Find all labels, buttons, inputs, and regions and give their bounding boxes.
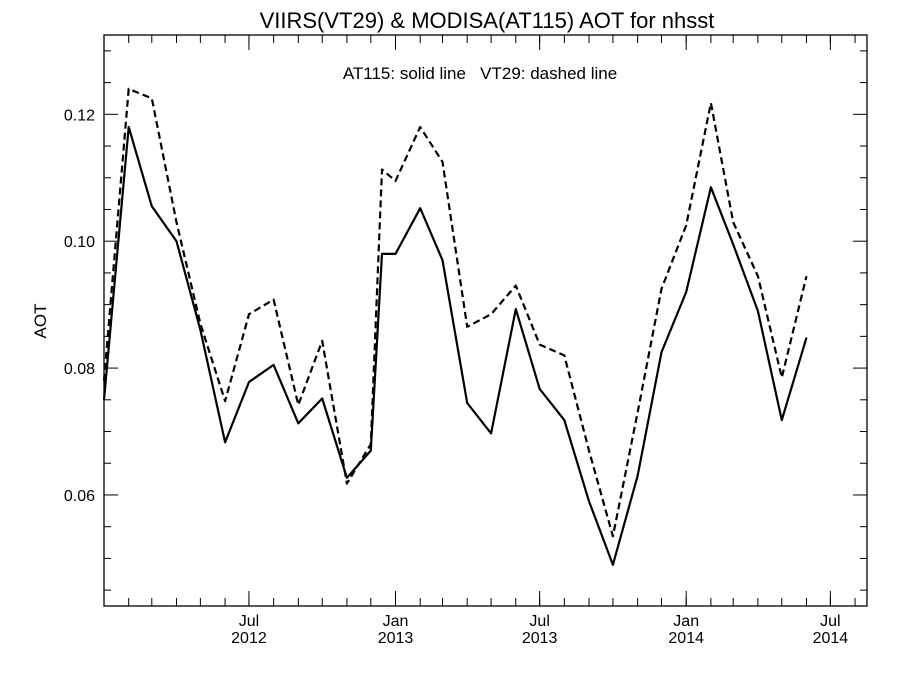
legend-annotation: AT115: solid line VT29: dashed line xyxy=(343,64,617,83)
x-tick-month-label: Jan xyxy=(383,613,409,630)
series-line-at115 xyxy=(102,125,808,566)
chart-title: VIIRS(VT29) & MODISA(AT115) AOT for nhss… xyxy=(260,8,715,33)
x-tick-year-label: 2012 xyxy=(231,630,267,647)
y-axis-label: AOT xyxy=(31,304,50,339)
x-tick-year-label: 2014 xyxy=(668,630,704,647)
y-tick-label: 0.06 xyxy=(64,488,95,505)
axis-ticks xyxy=(103,35,867,606)
y-tick-label: 0.08 xyxy=(64,361,95,378)
x-tick-month-label: Jul xyxy=(820,613,840,630)
series-lines xyxy=(102,87,808,566)
series-line-vt29 xyxy=(102,87,808,538)
x-tick-month-label: Jul xyxy=(239,613,259,630)
y-tick-labels: 0.06 0.08 0.10 0.12 xyxy=(64,107,95,505)
x-tick-month-label: Jul xyxy=(529,613,549,630)
x-tick-year-label: 2013 xyxy=(378,630,414,647)
x-tick-month-label: Jan xyxy=(673,613,699,630)
x-tick-year-label: 2014 xyxy=(813,630,849,647)
x-tick-year-label: 2013 xyxy=(522,630,558,647)
y-tick-label: 0.10 xyxy=(64,234,95,251)
y-tick-label: 0.12 xyxy=(64,107,95,124)
plot-frame xyxy=(103,34,868,607)
